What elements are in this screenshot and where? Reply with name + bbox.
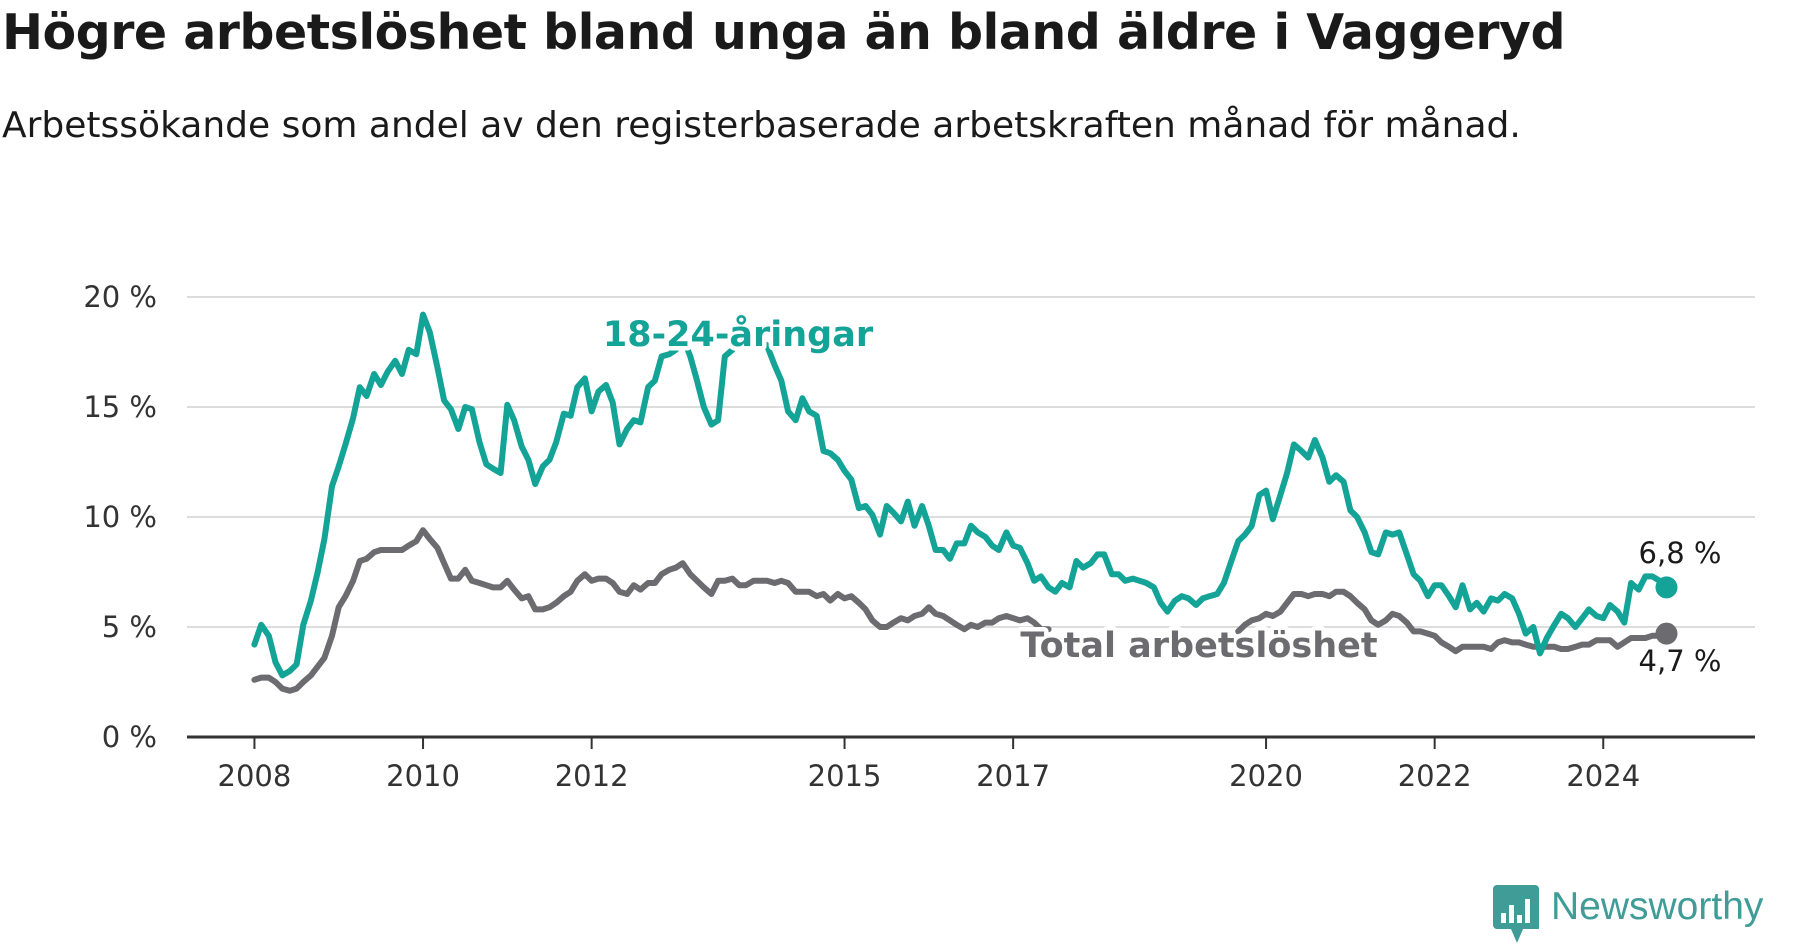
series-lines — [251, 311, 1678, 694]
y-tick-label: 0 % — [102, 720, 157, 754]
y-tick-label: 5 % — [102, 610, 157, 644]
end-marker-total — [1655, 622, 1678, 645]
x-tick-label: 2010 — [386, 759, 460, 793]
x-tick-label: 2020 — [1229, 759, 1303, 793]
end-value-label-total: 4,7 % — [1639, 644, 1722, 678]
y-axis-ticks: 0 % 5 % 10 % 15 % 20 % — [83, 280, 157, 754]
x-tick-label: 2015 — [808, 759, 882, 793]
chart-subtitle: Arbetssökande som andel av den registerb… — [2, 105, 1521, 146]
x-tick-label: 2024 — [1566, 759, 1640, 793]
x-tick-label: 2008 — [218, 759, 292, 793]
x-tick-label: 2012 — [555, 759, 629, 793]
brand-name: Newsworthy — [1551, 885, 1764, 928]
end-value-label-18-24: 6,8 % — [1639, 536, 1722, 570]
y-tick-label: 15 % — [83, 390, 157, 424]
y-tick-label: 10 % — [83, 500, 157, 534]
end-marker-18-24 — [1655, 576, 1678, 599]
series-line-total — [251, 527, 1052, 694]
bar-chart-bubble-icon — [1493, 885, 1539, 943]
line-chart: 0 %5 %10 %15 %20 % 2008 2010 2012 2015 2017 2… — [83, 280, 1755, 793]
x-tick-label: 2022 — [1398, 759, 1472, 793]
x-tick-label: 2017 — [976, 759, 1050, 793]
series-label-18-24: 18-24-åringar — [603, 314, 874, 355]
series-labels: 18-24-åringar Total arbetslöshet 6,8 % 4… — [598, 310, 1722, 679]
chart-title: Högre arbetslöshet bland unga än bland ä… — [2, 4, 1566, 61]
x-axis-ticks: 2008 2010 2012 2015 2017 2020 2022 2024 — [218, 737, 1640, 793]
grid-lines — [187, 296, 1755, 628]
series-label-total: Total arbetslöshet — [1020, 626, 1377, 666]
series-line-total — [1235, 588, 1670, 655]
y-tick-label: 20 % — [83, 280, 157, 314]
series-line-18-24 — [251, 311, 1670, 679]
